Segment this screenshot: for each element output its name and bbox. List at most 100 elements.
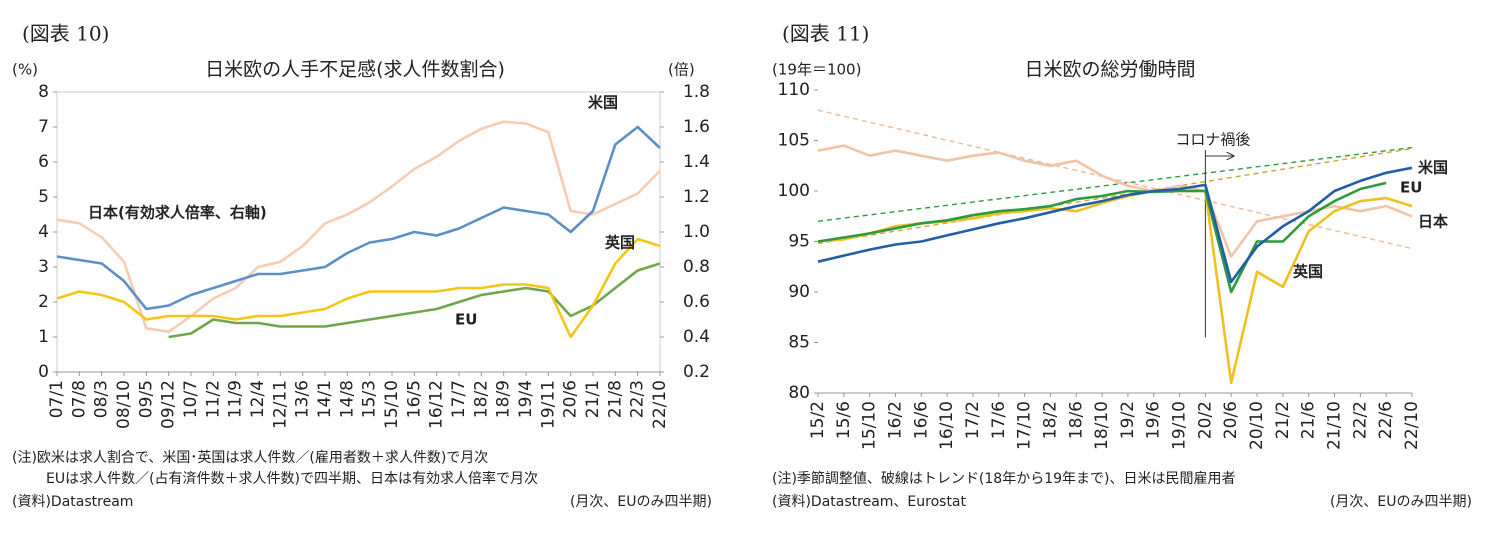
y-tick-label: 100 xyxy=(778,181,810,201)
y2-tick-label: 0.8 xyxy=(683,257,710,277)
chart-title: 日米欧の総労働時間 xyxy=(1024,59,1195,81)
x-tick-label: 16/5 xyxy=(404,380,424,418)
x-tick-label: 18/2 xyxy=(471,380,491,418)
x-tick-label: 10/7 xyxy=(181,380,201,418)
frequency: (月次、EUのみ四半期) xyxy=(570,494,712,510)
x-tick-label: 22/2 xyxy=(1350,401,1370,439)
x-tick-label: 21/2 xyxy=(1273,401,1293,439)
x-tick-label: 15/3 xyxy=(360,380,380,418)
x-tick-label: 16/6 xyxy=(911,401,931,439)
x-tick-label: 19/6 xyxy=(1144,401,1164,439)
trend-line xyxy=(817,146,1413,222)
y-tick-label: 3 xyxy=(38,257,49,277)
y2-tick-label: 1.8 xyxy=(683,82,710,102)
x-tick-label: 12/11 xyxy=(270,380,290,429)
note: (注)季節調整値、破線はトレンド(18年から19年まで)、日米は民間雇用者 xyxy=(772,470,1235,487)
x-tick-label: 11/9 xyxy=(226,380,246,418)
y-tick-label: 4 xyxy=(38,222,49,242)
x-tick-label: 21/8 xyxy=(605,380,625,418)
annotation: コロナ禍後 xyxy=(1175,131,1250,149)
plot-frame xyxy=(818,90,1412,393)
x-tick-label: 16/2 xyxy=(885,401,905,439)
x-tick-label: 17/7 xyxy=(449,380,469,418)
x-tick-label: 19/11 xyxy=(538,380,558,429)
series-label: 日本 xyxy=(1418,213,1448,231)
y2-unit: (倍) xyxy=(668,61,695,79)
x-tick-label: 20/6 xyxy=(1221,401,1241,439)
y-tick-label: 90 xyxy=(788,282,810,302)
y-tick-label: 6 xyxy=(38,152,49,172)
x-tick-label: 20/2 xyxy=(1195,401,1215,439)
x-tick-label: 09/5 xyxy=(136,380,156,418)
x-tick-label: 14/1 xyxy=(315,380,335,418)
y2-tick-label: 1.4 xyxy=(683,152,710,172)
source: (資料)Datastream、Eurostat xyxy=(772,494,967,510)
x-tick-label: 11/2 xyxy=(203,380,223,418)
figure-label: (図表 11) xyxy=(782,22,869,46)
series-line xyxy=(817,181,1387,294)
x-tick-label: 19/2 xyxy=(1118,401,1138,439)
y2-tick-label: 0.4 xyxy=(683,327,710,347)
x-tick-label: 15/2 xyxy=(808,401,828,439)
y-tick-label: 0 xyxy=(38,362,49,382)
x-tick-label: 17/2 xyxy=(963,401,983,439)
x-tick-label: 21/10 xyxy=(1325,401,1345,450)
trend-line xyxy=(817,109,1413,250)
y-tick-label: 105 xyxy=(778,131,810,151)
series-label: EU xyxy=(455,311,477,329)
series-line xyxy=(168,262,661,339)
figure-label: (図表 10) xyxy=(22,22,109,46)
y-tick-label: 85 xyxy=(788,333,810,353)
x-tick-label: 09/12 xyxy=(159,380,179,429)
x-tick-label: 18/2 xyxy=(1040,401,1060,439)
y-tick-label: 7 xyxy=(38,117,49,137)
chart-title: 日米欧の人手不足感(求人件数割合) xyxy=(205,59,505,81)
series-line xyxy=(817,166,1413,284)
x-tick-label: 07/8 xyxy=(69,380,89,418)
x-tick-label: 22/10 xyxy=(650,380,670,429)
y2-tick-label: 1.6 xyxy=(683,117,710,137)
x-tick-label: 15/10 xyxy=(860,401,880,450)
y2-tick-label: 1.2 xyxy=(683,187,710,207)
trend-line xyxy=(817,147,1413,245)
y-tick-label: 110 xyxy=(778,80,810,100)
x-tick-label: 16/10 xyxy=(937,401,957,450)
x-tick-label: 16/12 xyxy=(427,380,447,429)
x-tick-label: 13/6 xyxy=(293,380,313,418)
x-tick-label: 15/6 xyxy=(834,401,854,439)
frequency: (月次、EUのみ四半期) xyxy=(1330,494,1472,510)
y-tick-label: 95 xyxy=(788,232,810,252)
x-tick-label: 08/10 xyxy=(114,380,134,429)
note: EUは求人件数／(占有済件数＋求人件数)で四半期、日本は有効求人倍率で月次 xyxy=(46,470,538,487)
series-label: 英国 xyxy=(605,234,635,252)
x-tick-label: 20/10 xyxy=(1247,401,1267,450)
x-tick-label: 14/8 xyxy=(337,380,357,418)
x-tick-label: 22/3 xyxy=(628,380,648,418)
source: (資料)Datastream xyxy=(12,494,133,510)
y-tick-label: 8 xyxy=(38,82,49,102)
x-tick-label: 07/1 xyxy=(47,380,67,418)
x-tick-label: 18/10 xyxy=(1092,401,1112,450)
series-line xyxy=(817,144,1413,258)
x-tick-label: 21/6 xyxy=(1299,401,1319,439)
series-label: 米国 xyxy=(588,94,618,112)
y-tick-label: 1 xyxy=(38,327,49,347)
x-tick-label: 22/6 xyxy=(1376,401,1396,439)
x-tick-label: 17/10 xyxy=(1015,401,1035,450)
y-unit: (%) xyxy=(12,61,38,79)
series-label: 日本(有効求人倍率、右軸) xyxy=(88,204,267,222)
y-tick-label: 5 xyxy=(38,187,49,207)
series-line xyxy=(56,237,661,339)
x-tick-label: 19/10 xyxy=(1170,401,1190,450)
series-line xyxy=(817,189,1413,385)
x-tick-label: 21/1 xyxy=(583,380,603,418)
series-label: 米国 xyxy=(1418,159,1448,177)
x-tick-label: 22/10 xyxy=(1402,401,1422,450)
x-tick-label: 08/3 xyxy=(92,380,112,418)
note: (注)欧米は求人割合で、米国･英国は求人件数／(雇用者数＋求人件数)で月次 xyxy=(12,449,488,466)
y2-tick-label: 1.0 xyxy=(683,222,710,242)
x-tick-label: 19/4 xyxy=(516,380,536,418)
x-tick-label: 15/10 xyxy=(382,380,402,429)
x-tick-label: 18/6 xyxy=(1066,401,1086,439)
